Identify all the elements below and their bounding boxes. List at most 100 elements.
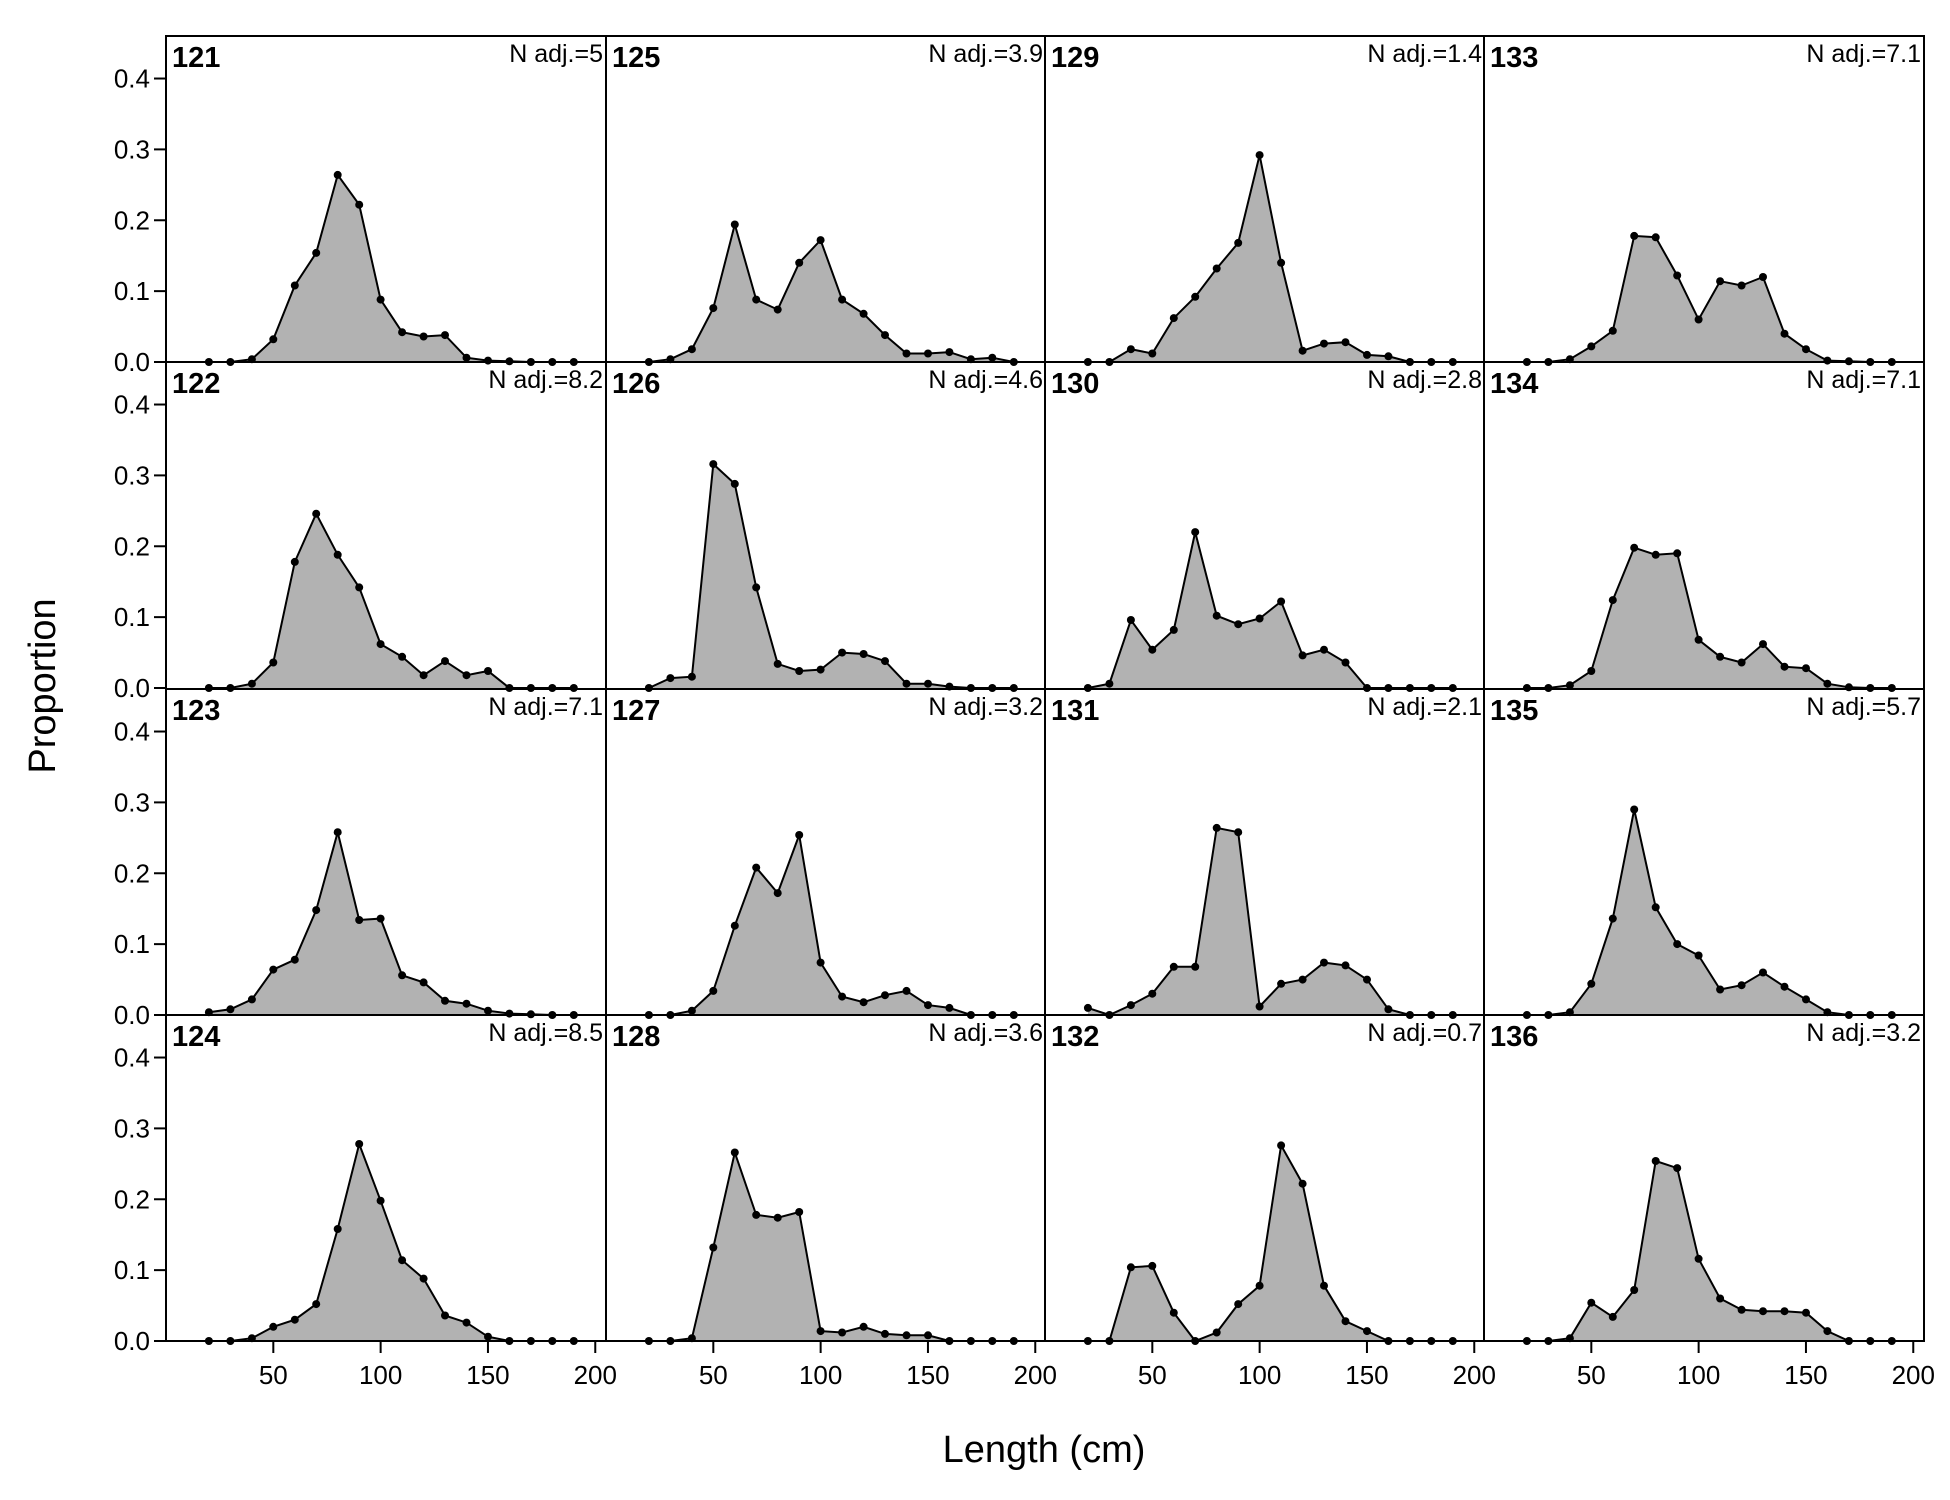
- data-point: [484, 1332, 492, 1341]
- data-point: [1234, 238, 1243, 247]
- x-axis-title: Length (cm): [943, 1429, 1146, 1471]
- data-point: [398, 971, 407, 980]
- data-point: [1191, 528, 1200, 537]
- area-fill: [1087, 827, 1453, 1015]
- data-point: [1191, 962, 1200, 971]
- data-point: [1341, 338, 1350, 347]
- y-tick-label: 0.0: [114, 1326, 150, 1356]
- x-tick-label: 200: [1892, 1360, 1935, 1390]
- data-point: [1737, 658, 1746, 667]
- data-point: [1587, 342, 1596, 351]
- y-tick-label: 0.1: [114, 602, 150, 632]
- data-point: [859, 650, 868, 658]
- data-point: [398, 1256, 407, 1265]
- data-point: [838, 992, 847, 1001]
- data-point: [1694, 951, 1703, 960]
- data-point: [1126, 616, 1135, 624]
- x-tick-label: 150: [1345, 1360, 1388, 1390]
- data-point: [1823, 356, 1832, 365]
- n-adj-label: N adj.=2.1: [1367, 693, 1482, 721]
- x-tick-label: 100: [1677, 1360, 1720, 1390]
- data-point: [1363, 1327, 1371, 1336]
- data-point: [333, 828, 342, 837]
- data-point: [1212, 611, 1221, 620]
- n-adj-label: N adj.=5.7: [1806, 693, 1921, 721]
- data-point: [1298, 1179, 1307, 1188]
- x-tick-label: 100: [359, 1360, 402, 1390]
- data-point: [1651, 550, 1660, 559]
- data-point: [376, 914, 385, 923]
- data-point: [312, 1300, 321, 1309]
- data-point: [1673, 940, 1682, 949]
- panel-129: 129 N adj.=1.4: [1051, 40, 1482, 366]
- data-point: [881, 1329, 889, 1338]
- y-tick-label: 0.4: [114, 717, 150, 747]
- data-point: [1802, 995, 1810, 1004]
- data-point: [1630, 543, 1639, 552]
- data-point: [1169, 962, 1178, 971]
- data-point: [1780, 329, 1789, 338]
- area-fill: [1526, 1161, 1892, 1341]
- axes: 0.0 0.1 0.2 0.3 0.4 0.0 0.1 0.2 0.3 0.4 0.0 0.1 0.2 0…: [114, 64, 1935, 1390]
- panel-frames: [165, 35, 1925, 1342]
- data-point: [1802, 1308, 1810, 1317]
- panel-id-label: 134: [1490, 368, 1538, 400]
- x-tick-label: 100: [1238, 1360, 1281, 1390]
- panel-id-label: 131: [1051, 695, 1099, 727]
- data-point: [355, 1140, 364, 1148]
- data-point: [1630, 1286, 1639, 1294]
- data-point: [1320, 339, 1328, 348]
- data-point: [1608, 1312, 1617, 1321]
- data-point: [376, 640, 385, 649]
- panel-id-label: 133: [1490, 42, 1538, 74]
- data-point: [1802, 345, 1810, 354]
- data-point: [462, 1318, 471, 1327]
- data-point: [419, 332, 428, 341]
- data-point: [1587, 1298, 1596, 1307]
- data-point: [838, 648, 847, 657]
- data-point: [1823, 1327, 1832, 1336]
- data-point: [1651, 1157, 1660, 1165]
- data-point: [1651, 903, 1660, 912]
- data-point: [505, 1009, 514, 1018]
- data-point: [752, 863, 761, 872]
- data-point: [924, 349, 932, 358]
- data-point: [795, 258, 804, 267]
- data-point: [1234, 620, 1243, 629]
- data-point: [730, 220, 739, 229]
- data-point: [1737, 981, 1746, 990]
- data-point: [1716, 277, 1725, 286]
- panel-134: 134 N adj.=7.1: [1490, 366, 1921, 692]
- data-point: [1255, 151, 1264, 160]
- data-point: [1255, 1281, 1264, 1290]
- area-fill: [208, 174, 574, 362]
- n-adj-label: N adj.=7.1: [488, 693, 603, 721]
- n-adj-label: N adj.=8.2: [488, 366, 603, 394]
- data-point: [666, 674, 675, 683]
- data-point: [247, 679, 256, 688]
- panel-132: 132 N adj.=0.7: [1051, 1019, 1482, 1345]
- data-point: [773, 889, 782, 898]
- area-fill: [1087, 155, 1453, 362]
- data-point: [1277, 597, 1286, 606]
- data-point: [1169, 314, 1178, 323]
- panel-136: 136 N adj.=3.2: [1490, 1019, 1921, 1345]
- data-point: [290, 955, 299, 964]
- n-adj-label: N adj.=7.1: [1806, 40, 1921, 68]
- data-point: [462, 999, 471, 1008]
- data-point: [1694, 635, 1703, 644]
- data-point: [462, 353, 471, 362]
- data-point: [1212, 823, 1221, 832]
- panel-131: 131 N adj.=2.1: [1051, 693, 1482, 1019]
- y-tick-label: 0.3: [114, 460, 150, 490]
- data-point: [376, 295, 385, 304]
- data-point: [1105, 679, 1114, 688]
- data-point: [1608, 914, 1617, 923]
- panel-121: 121 N adj.=5: [172, 40, 603, 366]
- y-tick-label: 0.4: [114, 390, 150, 420]
- data-point: [398, 328, 407, 337]
- panel-id-label: 136: [1490, 1021, 1538, 1053]
- data-point: [773, 305, 782, 314]
- data-point: [924, 679, 932, 688]
